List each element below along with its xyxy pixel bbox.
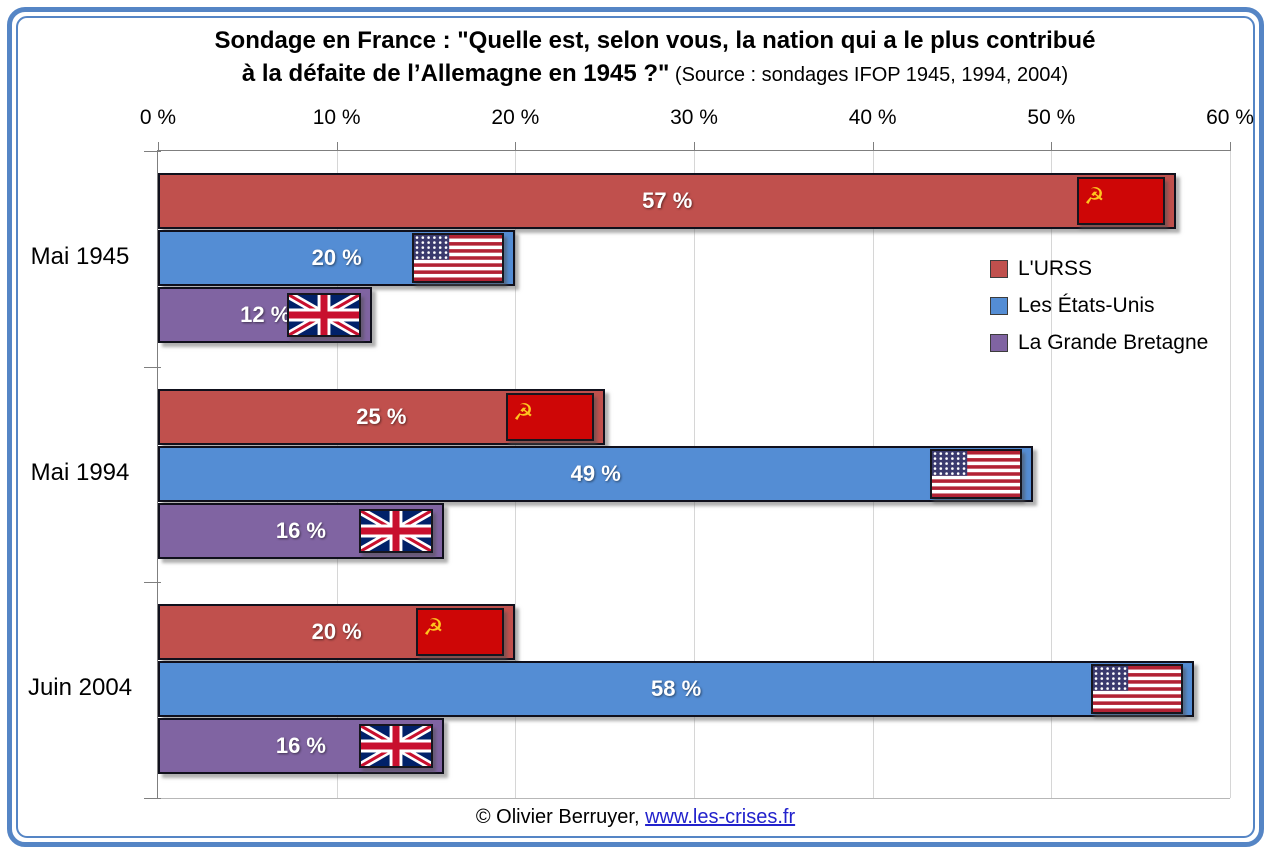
usa-flag-icon (1091, 664, 1184, 715)
bar-uk: 16 % (158, 502, 444, 559)
legend-swatch (990, 259, 1008, 278)
x-axis-label: 0 % (139, 106, 177, 129)
x-axis-tick (336, 142, 338, 151)
ussr-flag-icon: ☭ (416, 608, 505, 657)
bar-value-label: 57 % (642, 188, 693, 213)
svg-text:☭: ☭ (423, 615, 444, 641)
bar-value-label: 20 % (311, 619, 362, 645)
legend: L'URSS Les États-Unis La Grande Bretagne (990, 250, 1208, 361)
x-axis-tick (1051, 142, 1053, 151)
y-axis-tick (144, 151, 161, 152)
legend-label: La Grande Bretagne (1018, 330, 1209, 354)
y-axis-tick (144, 798, 161, 799)
y-axis-tick (144, 582, 161, 584)
plot-area: 0 % 10 % 20 % 30 % 40 % 50 % 60 % 57 % ☭ 20 % 12 %… (140, 106, 1254, 799)
x-axis-label: 20 % (491, 106, 540, 129)
ussr-flag-icon: ☭ (505, 392, 594, 441)
legend-swatch (990, 296, 1008, 315)
bar-value-label: 58 % (651, 676, 702, 702)
legend-item: L'URSS (990, 250, 1208, 287)
bar-uk: 12 % (158, 287, 373, 343)
bar-ussr: 57 % ☭ (158, 173, 1177, 229)
chart-title-line2: à la défaite de l’Allemagne en 1945 ?" (… (100, 57, 1210, 92)
chart-title: Sondage en France : "Quelle est, selon v… (100, 24, 1210, 92)
legend-label: Les États-Unis (1018, 293, 1155, 317)
category-label: Mai 1994 (30, 458, 130, 486)
uk-flag-icon (358, 724, 433, 769)
x-axis-tick (694, 142, 695, 151)
usa-flag-icon (412, 233, 505, 283)
uk-flag-icon (358, 508, 433, 553)
category-label: Mai 1945 (30, 242, 130, 270)
bar-usa: 49 % (158, 445, 1034, 502)
chart-title-line1: Sondage en France : "Quelle est, selon v… (214, 27, 1096, 54)
bar-value-label: 16 % (275, 733, 326, 759)
category-label: Juin 2004 (27, 674, 133, 702)
chart-title-question: à la défaite de l’Allemagne en 1945 ?" (241, 60, 670, 87)
footer: © Olivier Berruyer, www.les-crises.fr (0, 806, 1271, 829)
bar-value-label: 16 % (275, 517, 326, 543)
bar-usa: 58 % (158, 661, 1195, 718)
legend-item: La Grande Bretagne (990, 324, 1208, 361)
gridline (1051, 151, 1053, 798)
legend-item: Les États-Unis (990, 287, 1208, 324)
bar-usa: 20 % (158, 230, 516, 286)
les-crises-link[interactable]: www.les-crises.fr (645, 806, 796, 828)
bar-value-label: 20 % (311, 245, 362, 270)
x-axis-label: 50 % (1027, 106, 1076, 129)
usa-flag-icon (930, 448, 1023, 499)
ussr-flag-icon: ☭ (1077, 177, 1166, 225)
bar-value-label: 25 % (356, 403, 407, 429)
bar-ussr: 25 % ☭ (158, 388, 605, 445)
bar-ussr: 20 % ☭ (158, 604, 516, 661)
x-axis-tick (515, 142, 517, 151)
bar-uk: 16 % (158, 718, 444, 775)
legend-swatch (990, 333, 1008, 352)
x-axis-label: 30 % (670, 106, 718, 129)
bar-value-label: 12 % (240, 302, 291, 327)
svg-text:☭: ☭ (1084, 184, 1105, 210)
x-axis-tick (872, 142, 874, 151)
y-axis-tick (144, 366, 161, 368)
uk-flag-icon (287, 293, 362, 337)
copyright-text: © Olivier Berruyer, (475, 806, 646, 828)
x-axis-tick (158, 142, 159, 151)
gridline (1230, 151, 1231, 798)
svg-text:☭: ☭ (513, 400, 534, 426)
x-axis-label: 40 % (848, 106, 897, 129)
chart-title-source: (Source : sondages IFOP 1945, 1994, 2004… (669, 64, 1069, 86)
x-axis-tick (1230, 142, 1231, 151)
x-axis-label: 10 % (312, 106, 361, 129)
x-axis-label: 60 % (1206, 106, 1254, 129)
legend-label: L'URSS (1018, 256, 1093, 280)
bar-value-label: 49 % (570, 460, 621, 486)
